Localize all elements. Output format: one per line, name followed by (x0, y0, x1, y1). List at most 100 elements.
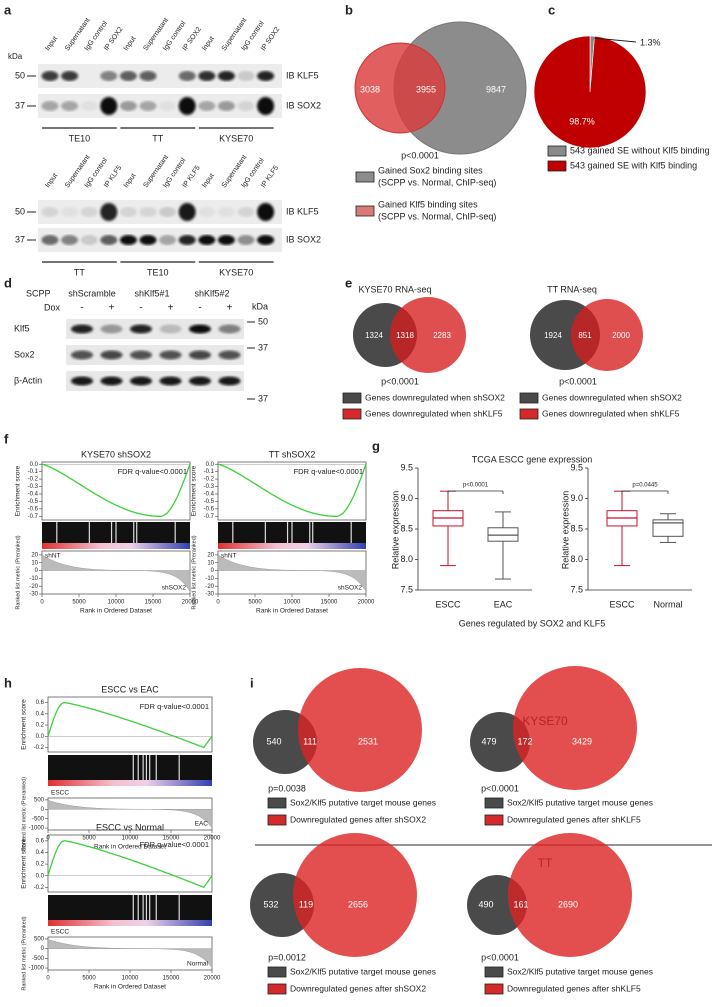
x-tick-label: 0 (46, 976, 50, 982)
axis-label: Ranked list metric (Preranked) (21, 777, 27, 851)
venn-circle (390, 297, 466, 373)
box (652, 519, 684, 537)
blot-band (178, 203, 196, 221)
y-tick-label: -0.7 (204, 514, 215, 520)
blot-band (139, 71, 157, 81)
blot-band (217, 71, 235, 81)
legend-swatch (484, 966, 504, 978)
venn-circle (298, 668, 422, 792)
phenotype-label: shNT (45, 553, 61, 560)
axis-label: Rank in Ordered Dataset (256, 608, 328, 615)
blot-band (100, 97, 118, 115)
enrichment-curve (47, 840, 213, 889)
blot-band (139, 235, 157, 245)
blot-band (41, 71, 59, 81)
legend-swatch (267, 797, 287, 809)
phenotype-label: Normal (187, 961, 209, 968)
venn-count: 3955 (416, 84, 436, 94)
plot-frame (217, 461, 367, 521)
pie-label: 1.3% (640, 37, 661, 47)
plot-title: ESCC vs Normal (96, 822, 164, 832)
y-tick-label: 0.2 (36, 862, 45, 868)
venn-count: 1318 (396, 331, 414, 340)
y-tick-label: -0.4 (28, 492, 39, 498)
legend-swatch (547, 145, 567, 157)
y-tick-label: 0.0 (30, 462, 39, 468)
panel-label: i (250, 675, 254, 690)
legend-swatch (484, 983, 504, 995)
marker-label: 50 (258, 316, 268, 326)
blot-band (198, 101, 216, 111)
y-tick-label: 0 (211, 568, 215, 574)
blot-band (237, 235, 255, 245)
blot-band (139, 207, 157, 217)
blot-band (189, 376, 211, 386)
fdr-label: FDR q-value<0.0001 (140, 840, 209, 849)
y-tick-label: 9.5 (400, 462, 413, 472)
blot-band (217, 101, 235, 111)
fdr-label: FDR q-value<0.0001 (140, 702, 209, 711)
y-tick-label: 0.0 (36, 873, 45, 879)
sign: + (168, 303, 174, 314)
axis-label: Rank in Ordered Dataset (80, 608, 152, 615)
blot-band (100, 324, 123, 334)
p-value: p<0.0001 (481, 783, 519, 793)
venn-count: 111 (303, 736, 317, 746)
venn-count: 172 (517, 736, 532, 746)
legend-swatch (519, 408, 539, 420)
y-tick-label: -0.4 (204, 492, 215, 498)
y-tick-label: 8.0 (570, 554, 583, 564)
blot-band (41, 207, 59, 217)
axis-label: Relative expression (560, 491, 570, 570)
axis-label: Enrichment score (15, 465, 22, 516)
blot-band (159, 207, 177, 217)
blot-band (119, 101, 137, 111)
venn-count: 9847 (486, 84, 506, 94)
blot-band (159, 324, 182, 334)
metric-area (41, 554, 191, 593)
y-tick-label: -0.1 (204, 469, 215, 475)
y-tick-label: -30 (205, 592, 214, 598)
x-tick-label: 0 (216, 600, 220, 606)
blot-strip (66, 319, 244, 339)
venn-title: KYSE70 RNA-seq (358, 284, 431, 294)
blot-band (100, 376, 123, 386)
venn-count: 2000 (612, 331, 630, 340)
legend-text: Genes downregulated when shKLF5 (542, 408, 680, 418)
axis-label: Ranked list metric (Preranked) (15, 535, 21, 609)
x-tick-label: 0 (40, 600, 44, 606)
y-tick-label: -0.2 (204, 477, 215, 483)
blot-band (218, 376, 241, 386)
blot-band (119, 71, 137, 81)
venn-count: 1924 (544, 331, 562, 340)
legend-swatch (267, 983, 287, 995)
blot-band (71, 376, 93, 386)
legend-text: Downregulated genes after shSOX2 (290, 983, 426, 993)
y-tick-label: -0.5 (204, 499, 215, 505)
blot-band (130, 324, 152, 334)
label: Dox (44, 302, 61, 312)
blot-band (41, 235, 59, 245)
phenotype-label: shSOX2 (338, 585, 363, 592)
venn-title: TT RNA-seq (547, 284, 597, 294)
metric-area (217, 554, 367, 593)
legend-swatch (342, 408, 362, 420)
y-tick-label: 0 (41, 946, 45, 952)
y-tick-label: -20 (205, 584, 214, 590)
y-tick-label: -500 (32, 816, 45, 822)
row-label: IB KLF5 (286, 206, 319, 216)
blot-band (80, 101, 98, 111)
blot-band (257, 71, 275, 81)
axis-label: Rank in Ordered Dataset (94, 984, 166, 991)
axis-label: Enrichment score (21, 838, 28, 889)
fdr-label: FDR q-value<0.0001 (294, 467, 363, 476)
x-tick-label: 5000 (72, 600, 86, 606)
p-value: p=0.0445 (632, 483, 658, 489)
group-label: shKlf5#2 (194, 288, 229, 298)
p-value: p<0.0001 (381, 376, 419, 386)
venn-count: 2690 (558, 899, 578, 909)
panel-label: c (548, 2, 555, 17)
legend-swatch (342, 392, 362, 404)
rank-strip (218, 543, 366, 549)
blot-band (257, 203, 275, 221)
